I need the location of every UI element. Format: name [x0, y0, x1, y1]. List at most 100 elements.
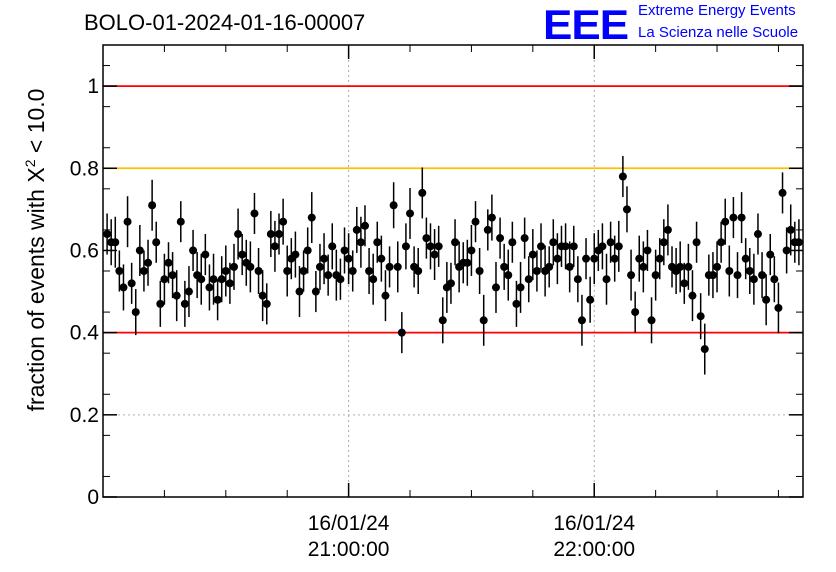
data-point [786, 225, 795, 234]
data-point [676, 262, 685, 271]
data-point [647, 316, 656, 325]
data-point [700, 345, 709, 354]
data-point [725, 267, 734, 275]
data-point [532, 267, 541, 275]
data-point [766, 250, 775, 259]
data-point [508, 238, 517, 247]
error-bars [106, 155, 800, 375]
data-point [356, 238, 365, 247]
x-tick-label-date: 16/01/24 [308, 512, 390, 535]
data-point [520, 234, 529, 243]
eee-logo: EEE [543, 2, 629, 49]
data-point [500, 262, 509, 271]
data-point [598, 242, 607, 251]
data-point [369, 275, 378, 284]
data-point [295, 287, 304, 296]
data-point [590, 254, 599, 263]
data-point [164, 258, 173, 267]
data-point [311, 287, 320, 296]
y-tick-label: 1 [87, 75, 99, 98]
y-axis-title-sup: 2 [22, 159, 39, 168]
data-point [299, 267, 308, 275]
data-point [770, 275, 779, 284]
y-axis-title-prefix: fraction of events with X [22, 167, 49, 412]
data-point [115, 267, 124, 275]
data-point [152, 238, 161, 247]
data-point [528, 250, 537, 259]
y-tick-label: 0.8 [70, 157, 99, 180]
data-point [491, 283, 500, 292]
data-point [365, 267, 374, 275]
data-point [336, 275, 345, 284]
data-point [467, 246, 476, 255]
y-axis-title-suffix: < 10.0 [22, 88, 49, 160]
data-point [291, 250, 300, 259]
data-point [549, 238, 558, 247]
data-point [328, 242, 337, 251]
data-point [377, 254, 386, 263]
data-point [320, 254, 329, 263]
data-point [438, 316, 447, 325]
data-point [483, 225, 492, 234]
data-point [745, 267, 754, 275]
data-point [721, 217, 730, 226]
data-point [397, 328, 406, 337]
data-point [479, 316, 488, 325]
y-axis-title: fraction of events with X2 < 10.0 [22, 89, 50, 412]
data-point [602, 275, 611, 284]
data-point [135, 246, 144, 255]
data-point [209, 275, 218, 284]
data-point [246, 262, 255, 271]
data-point [717, 238, 726, 247]
data-point [360, 221, 369, 230]
y-tick-label: 0 [87, 486, 99, 509]
x-tick-label-date: 16/01/24 [553, 512, 635, 535]
reference-lines [103, 85, 803, 416]
data-point [622, 205, 631, 214]
data-point [172, 291, 181, 300]
data-point [729, 213, 738, 222]
data-point [692, 238, 701, 247]
data-point [471, 217, 480, 226]
x-tick-label-time: 21:00:00 [308, 538, 390, 561]
logo-line-2: La Scienza nelle Scuole [638, 24, 799, 41]
data-point [758, 271, 767, 280]
data-point [606, 238, 615, 247]
data-point [618, 172, 627, 181]
data-point [451, 238, 460, 247]
axis-ticks [103, 45, 803, 498]
data-point [463, 258, 472, 267]
data-point [197, 275, 206, 284]
data-point [373, 238, 382, 247]
x-tick-labels: 16/01/24 21:00:00 16/01/24 22:00:00 [308, 512, 636, 561]
data-point [385, 262, 394, 271]
data-point [627, 271, 636, 280]
y-tick-labels: 0 0.2 0.4 0.6 0.8 1 [70, 75, 100, 509]
logo-line-1: Extreme Energy Events [638, 2, 796, 19]
data-point [496, 234, 505, 243]
data-point [545, 262, 554, 271]
data-point [217, 275, 226, 284]
chart-title: BOLO-01-2024-01-16-00007 [84, 10, 366, 35]
data-point [303, 246, 312, 255]
data-point [307, 213, 316, 222]
data-point [430, 250, 439, 259]
data-point [512, 299, 521, 308]
data-point [406, 209, 415, 218]
data-point [348, 267, 357, 275]
data-point [610, 254, 619, 263]
data-point [160, 275, 169, 284]
data-point [487, 213, 496, 222]
data-point [123, 217, 132, 226]
data-point [315, 262, 324, 271]
data-point [340, 246, 349, 255]
y-tick-label: 0.2 [70, 404, 99, 427]
data-point [275, 230, 284, 239]
data-point [713, 262, 722, 271]
data-point [782, 246, 791, 255]
data-point [148, 201, 157, 210]
data-point [352, 225, 361, 234]
data-point [663, 225, 672, 234]
data-point [344, 254, 353, 263]
data-point [524, 275, 533, 284]
